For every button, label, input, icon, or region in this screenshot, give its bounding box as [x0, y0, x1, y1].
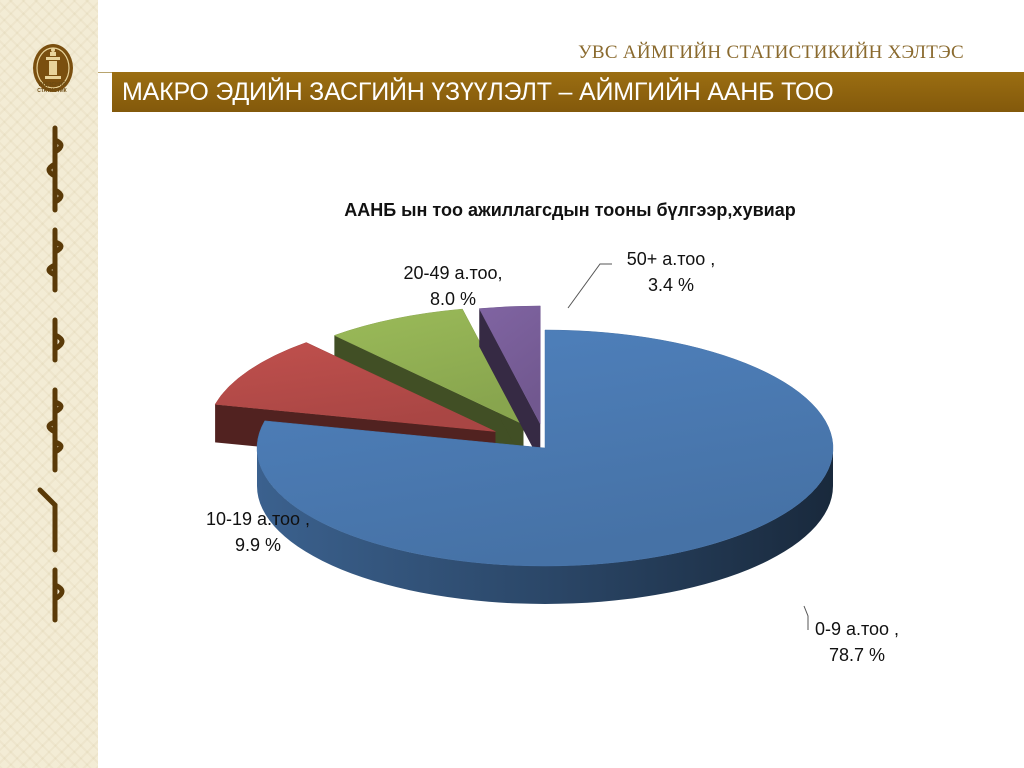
- logo-caption: ҮНДЭСНИЙ СТАТИСТИК: [37, 82, 67, 94]
- slice-1019: [214, 342, 496, 432]
- chart-title: ААНБ ын тоо ажиллагсдын тооны бүлгээр,ху…: [344, 200, 796, 220]
- label-50-plus: 50+ а.тоо , 3.4 %: [626, 249, 716, 295]
- label-20-49: 20-49 а.тоо, 8.0 %: [403, 263, 503, 309]
- slide-title: МАКРО ЭДИЙН ЗАСГИЙН ҮЗҮҮЛЭЛТ – АЙМГИЙН А…: [122, 78, 834, 106]
- slice-rim-09-0: [257, 448, 833, 604]
- slice-50plus: [478, 305, 541, 425]
- department-name: УВС АЙМГИЙН СТАТИСТИКИЙН ХЭЛТЭС: [578, 42, 964, 63]
- slice-09: [256, 329, 834, 567]
- slice-wall-50plus-0: [479, 308, 541, 462]
- national-statistics-logo-icon: [33, 44, 73, 92]
- slice-50plus-group: [478, 305, 541, 462]
- mongolian-script-decoration-icon: [37, 125, 65, 623]
- title-bar: МАКРО ЭДИЙН ЗАСГИЙН ҮЗҮҮЛЭЛТ – АЙМГИЙН А…: [112, 72, 1024, 112]
- slice-09-group: [256, 329, 834, 604]
- label-0-9: 0-9 а.тоо , 78.7 %: [814, 619, 900, 665]
- sidebar: ҮНДЭСНИЙ СТАТИСТИК: [0, 0, 98, 768]
- slice-2049: [333, 308, 525, 425]
- leader-line-50-plus: [567, 263, 612, 309]
- header-rule: [98, 72, 112, 73]
- leader-line-0-9: [803, 605, 809, 630]
- label-10-19: 10-19 а.тоо , 9.9 %: [205, 509, 311, 555]
